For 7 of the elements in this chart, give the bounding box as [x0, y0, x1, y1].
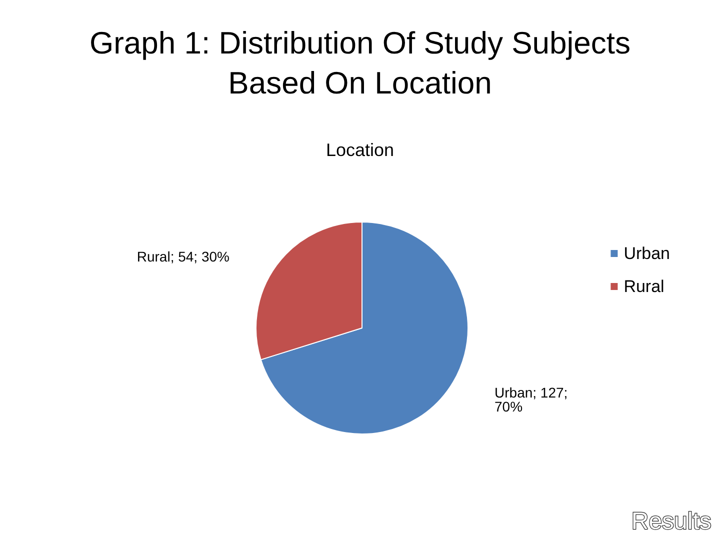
data-label: Urban; 127; 70%	[494, 384, 568, 415]
legend-label: Urban	[624, 244, 670, 263]
chart-title: Graph 1: Distribution Of Study Subjects Based On Location	[89, 26, 631, 100]
data-label: Rural; 54; 30%	[136, 248, 230, 264]
legend-label: Rural	[624, 277, 664, 296]
chart-subtitle: Location	[326, 140, 394, 160]
text: Results	[631, 508, 712, 535]
